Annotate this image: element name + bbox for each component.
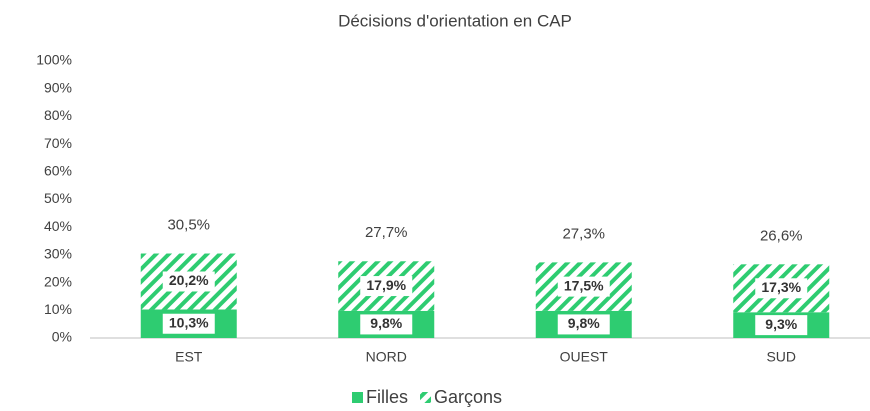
y-tick-label: 10%	[44, 301, 72, 317]
y-tick-label: 40%	[44, 218, 72, 234]
value-label: 9,8%	[568, 315, 600, 331]
value-label: 20,2%	[169, 272, 209, 288]
value-label: 9,3%	[765, 316, 797, 332]
total-label: 30,5%	[167, 216, 210, 233]
total-label: 26,6%	[760, 227, 803, 244]
value-label: 17,9%	[366, 277, 406, 293]
legend-swatch	[352, 392, 363, 403]
value-label-bg	[162, 313, 215, 334]
x-tick-label: NORD	[366, 349, 407, 365]
total-label: 27,7%	[365, 224, 408, 241]
y-tick-label: 60%	[44, 163, 72, 179]
value-label: 10,3%	[169, 314, 209, 330]
y-tick-label: 20%	[44, 273, 72, 289]
y-tick-label: 90%	[44, 79, 72, 95]
y-tick-label: 50%	[44, 190, 72, 206]
legend-label: Garçons	[434, 387, 502, 407]
value-label-bg	[360, 276, 413, 297]
total-label: 27,3%	[562, 225, 605, 242]
chart-title: Décisions d'orientation en CAP	[338, 11, 572, 30]
value-label-bg	[557, 276, 610, 297]
value-label: 9,8%	[370, 315, 402, 331]
y-tick-label: 70%	[44, 135, 72, 151]
value-label-bg	[755, 278, 808, 299]
y-tick-label: 30%	[44, 246, 72, 262]
y-tick-label: 100%	[36, 52, 72, 68]
value-label-bg	[162, 271, 215, 292]
value-label-bg	[755, 315, 808, 336]
y-tick-label: 80%	[44, 107, 72, 123]
value-label: 17,3%	[761, 279, 801, 295]
y-tick-label: 0%	[52, 329, 72, 345]
value-label: 17,5%	[564, 277, 604, 293]
x-tick-label: EST	[175, 349, 203, 365]
value-label-bg	[360, 314, 413, 335]
value-label-bg	[557, 314, 610, 335]
legend-swatch	[420, 392, 432, 403]
x-tick-label: SUD	[766, 349, 796, 365]
legend-label: Filles	[366, 387, 408, 407]
x-tick-label: OUEST	[560, 349, 609, 365]
